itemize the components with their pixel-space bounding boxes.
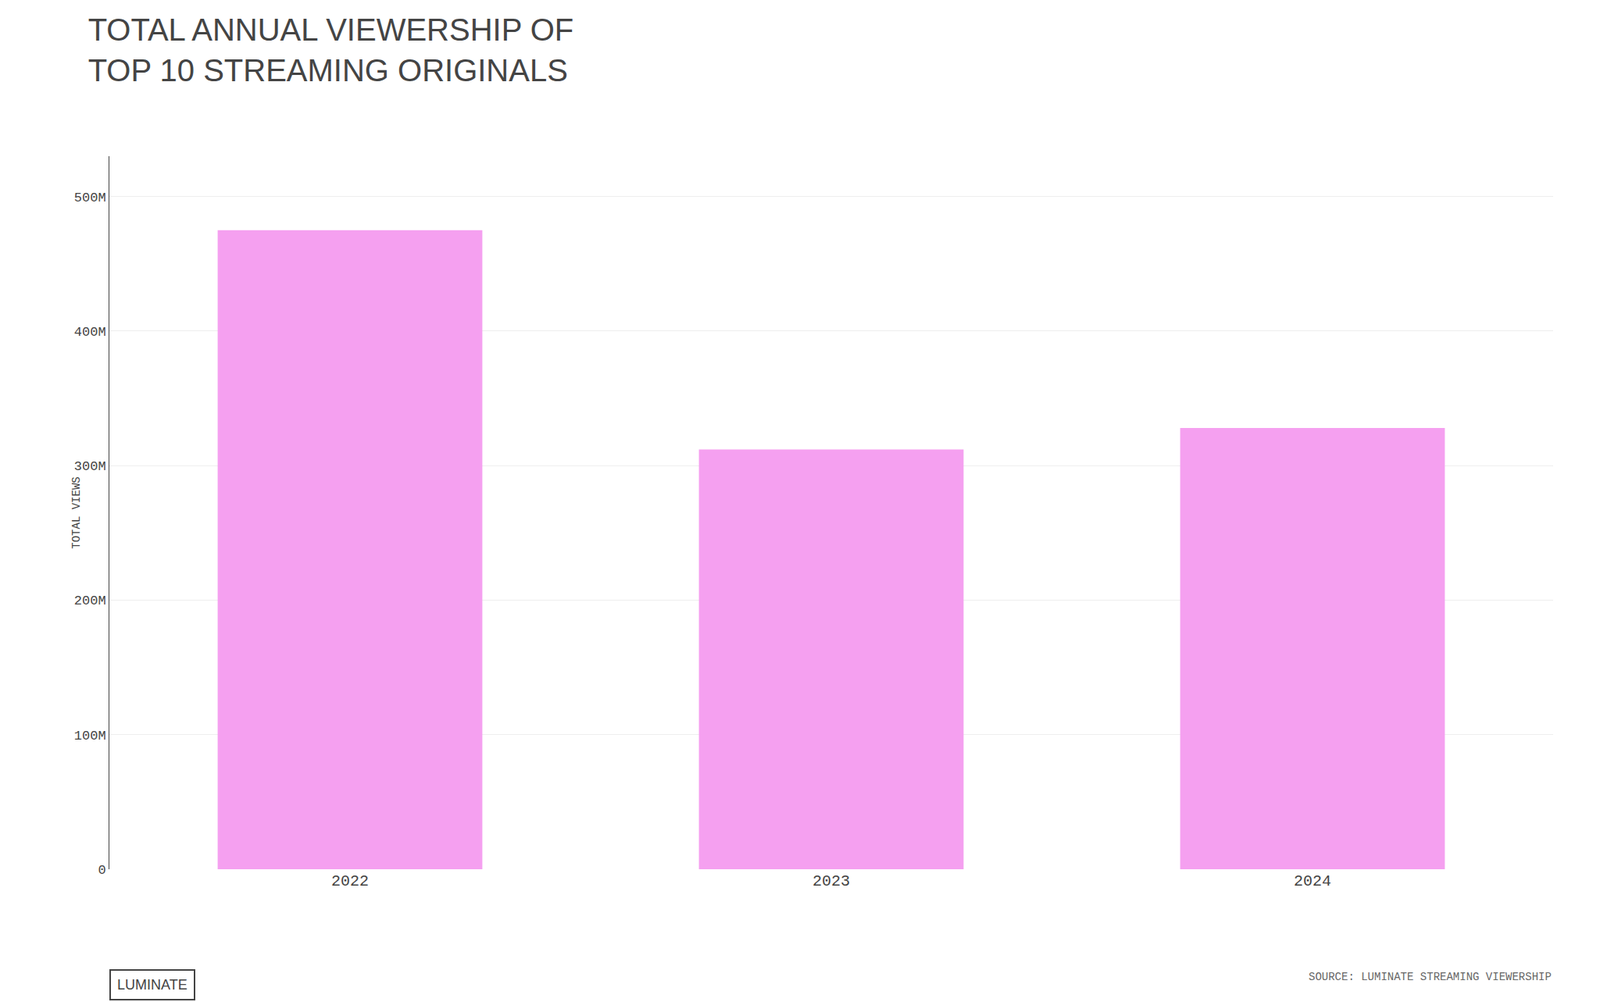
svg-text:400M: 400M: [74, 325, 107, 340]
svg-text:200M: 200M: [74, 593, 107, 609]
svg-text:LUMINATE: LUMINATE: [117, 977, 188, 993]
svg-text:300M: 300M: [74, 459, 107, 475]
svg-text:SOURCE: LUMINATE STREAMING VIE: SOURCE: LUMINATE STREAMING VIEWERSHIP: [1308, 971, 1552, 984]
svg-text:2024: 2024: [1293, 872, 1332, 891]
svg-text:TOTAL VIEWS: TOTAL VIEWS: [70, 476, 83, 549]
svg-text:TOTAL ANNUAL VIEWERSHIP OFTOP: TOTAL ANNUAL VIEWERSHIP OFTOP 10 STREAMI…: [88, 12, 575, 88]
svg-text:500M: 500M: [74, 190, 107, 206]
svg-text:0: 0: [97, 863, 106, 879]
svg-text:2022: 2022: [331, 872, 369, 891]
svg-text:100M: 100M: [74, 728, 107, 744]
svg-text:2023: 2023: [812, 872, 850, 891]
